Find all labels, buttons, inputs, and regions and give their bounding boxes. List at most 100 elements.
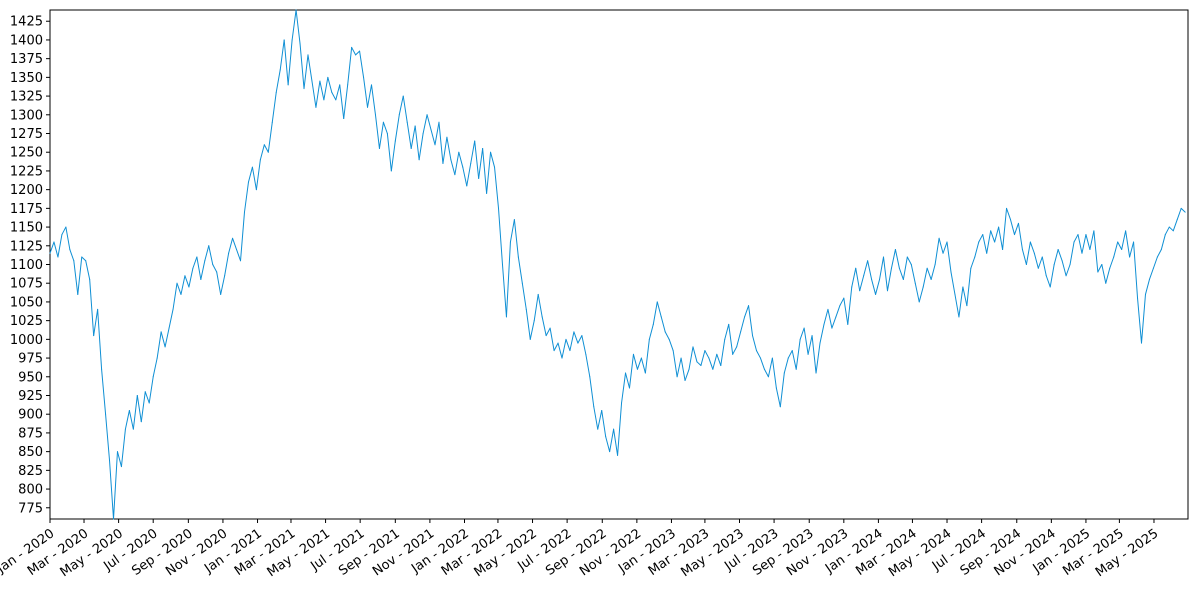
y-tick-label: 1275	[10, 127, 43, 142]
line-segment	[676, 357, 682, 378]
line-segment	[732, 346, 738, 355]
line-segment	[97, 308, 103, 370]
y-tick-label: 1425	[10, 15, 43, 30]
line-segment	[823, 308, 829, 325]
line-segment	[978, 234, 984, 243]
line-segment	[164, 327, 170, 348]
line-segment	[1053, 249, 1059, 265]
line-segment	[557, 342, 563, 359]
line-segment	[990, 230, 996, 243]
line-segment	[105, 413, 111, 462]
y-tick-label: 875	[18, 426, 43, 441]
line-segment	[1137, 297, 1142, 344]
line-segment	[938, 237, 944, 254]
y-tick-label: 800	[18, 483, 43, 498]
line-segment	[65, 226, 71, 251]
line-segment	[303, 54, 309, 90]
line-segment	[724, 323, 730, 340]
line-segment	[109, 460, 115, 520]
line-segment	[414, 125, 420, 161]
line-segment	[656, 301, 662, 318]
line-segment	[632, 353, 638, 370]
line-segment	[160, 331, 166, 348]
line-segment	[470, 140, 476, 164]
line-segment	[886, 267, 892, 292]
line-segment	[1148, 267, 1154, 280]
line-segment	[688, 346, 694, 370]
line-segment	[648, 323, 654, 340]
y-tick-label: 775	[18, 501, 43, 516]
line-segment	[1164, 226, 1170, 236]
line-segment	[267, 121, 273, 153]
line-segment	[585, 353, 591, 378]
line-segment	[287, 39, 293, 86]
y-tick-label: 1225	[10, 164, 43, 179]
line-segment	[930, 264, 936, 280]
line-segment	[811, 335, 817, 374]
line-segment	[1121, 230, 1127, 251]
line-segment	[498, 207, 503, 265]
line-segment	[752, 335, 757, 352]
line-segment	[906, 256, 912, 265]
line-segment	[93, 308, 99, 337]
line-segment	[1010, 219, 1015, 236]
y-tick-label: 1050	[10, 295, 43, 310]
line-segment	[323, 76, 329, 101]
line-segment	[172, 282, 178, 310]
y-tick-label: 950	[18, 370, 43, 385]
line-segment	[85, 260, 91, 280]
line-segment	[279, 39, 285, 71]
line-segment	[934, 237, 940, 265]
line-segment	[819, 323, 825, 344]
line-segment	[1025, 241, 1031, 265]
line-segment	[902, 256, 908, 280]
line-segment	[148, 376, 154, 404]
line-segment	[517, 256, 523, 284]
line-segment	[124, 409, 130, 430]
line-segment	[251, 166, 257, 191]
line-segment	[152, 357, 158, 378]
line-segment	[914, 282, 920, 303]
line-segment	[513, 219, 519, 258]
line-segment	[1017, 222, 1023, 251]
line-segment	[867, 260, 873, 280]
line-segment	[775, 387, 781, 408]
line-segment	[680, 357, 686, 382]
line-segment	[879, 256, 885, 280]
line-segment	[613, 428, 619, 456]
line-segment	[311, 80, 317, 108]
y-tick-label: 900	[18, 408, 43, 423]
line-segment	[759, 357, 765, 370]
line-segment	[228, 237, 234, 254]
line-segment	[374, 114, 380, 149]
line-segment	[720, 338, 726, 367]
line-segment	[176, 282, 182, 295]
line-segment	[636, 357, 642, 370]
line-segment	[1097, 264, 1103, 273]
line-segment	[505, 241, 511, 318]
line-segment	[831, 316, 837, 329]
line-segment	[986, 230, 992, 254]
line-segment	[1037, 256, 1043, 269]
line-segment	[224, 252, 230, 277]
line-segment	[581, 335, 587, 355]
line-segment	[1077, 234, 1083, 254]
line-segment	[204, 245, 210, 262]
line-segment	[644, 338, 650, 374]
line-segment	[529, 320, 535, 340]
line-segment	[553, 342, 559, 352]
y-tick-label: 825	[18, 464, 43, 479]
line-segment	[744, 305, 750, 318]
line-segment	[692, 346, 698, 363]
line-segment	[136, 394, 142, 423]
line-segment	[537, 293, 543, 318]
line-segment	[49, 241, 55, 254]
line-segment	[1045, 275, 1051, 288]
line-segment	[918, 286, 924, 303]
line-segment	[89, 278, 95, 337]
line-segment	[998, 226, 1004, 251]
line-segment	[569, 331, 575, 352]
y-tick-label: 1125	[10, 239, 43, 254]
line-segment	[212, 264, 218, 273]
